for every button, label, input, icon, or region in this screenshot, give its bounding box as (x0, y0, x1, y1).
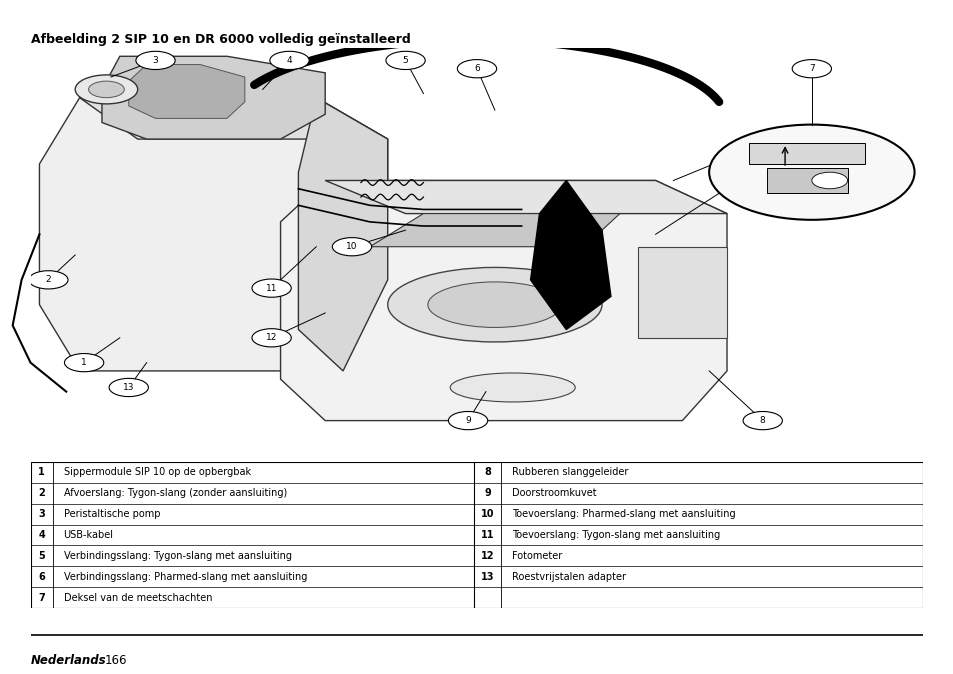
Ellipse shape (428, 282, 561, 328)
Circle shape (135, 51, 175, 69)
Text: Rubberen slanggeleider: Rubberen slanggeleider (512, 468, 627, 477)
Circle shape (89, 81, 124, 98)
Text: Nederlands: Nederlands (30, 654, 106, 667)
Text: 3: 3 (38, 509, 45, 519)
Polygon shape (39, 98, 387, 371)
Text: 166: 166 (105, 654, 127, 667)
Text: 9: 9 (465, 416, 471, 425)
Text: 6: 6 (474, 64, 479, 73)
Text: 4: 4 (286, 56, 292, 65)
Text: 8: 8 (760, 416, 765, 425)
Polygon shape (530, 181, 610, 330)
Polygon shape (129, 65, 245, 119)
Circle shape (448, 412, 487, 430)
Text: 2: 2 (46, 276, 51, 284)
Text: Verbindingsslang: Tygon-slang met aansluiting: Verbindingsslang: Tygon-slang met aanslu… (64, 551, 292, 561)
Text: Verbindingsslang: Pharmed-slang met aansluiting: Verbindingsslang: Pharmed-slang met aans… (64, 572, 307, 582)
Polygon shape (280, 181, 726, 421)
Circle shape (65, 354, 104, 372)
Circle shape (811, 172, 846, 189)
Text: 1: 1 (38, 468, 45, 477)
Text: Toevoerslang: Tygon-slang met aansluiting: Toevoerslang: Tygon-slang met aansluitin… (512, 530, 720, 540)
Text: 11: 11 (480, 530, 494, 540)
Circle shape (75, 75, 137, 104)
Polygon shape (370, 214, 619, 247)
Circle shape (252, 279, 291, 297)
Circle shape (252, 329, 291, 347)
Text: Sippermodule SIP 10 op de opbergbak: Sippermodule SIP 10 op de opbergbak (64, 468, 251, 477)
Circle shape (109, 378, 149, 396)
Circle shape (708, 125, 914, 220)
Polygon shape (637, 247, 726, 338)
Circle shape (742, 412, 781, 430)
Text: 5: 5 (38, 551, 45, 561)
Text: 5: 5 (402, 56, 408, 65)
Text: Toevoerslang: Pharmed-slang met aansluiting: Toevoerslang: Pharmed-slang met aansluit… (512, 509, 735, 519)
Text: 11: 11 (266, 284, 277, 293)
Circle shape (791, 59, 831, 78)
Polygon shape (325, 181, 726, 214)
Text: 10: 10 (480, 509, 494, 519)
Text: 7: 7 (38, 592, 45, 603)
Text: Deksel van de meetschachten: Deksel van de meetschachten (64, 592, 212, 603)
Text: 10: 10 (346, 242, 357, 251)
Text: 13: 13 (480, 572, 494, 582)
Ellipse shape (450, 373, 575, 402)
Text: Roestvrijstalen adapter: Roestvrijstalen adapter (512, 572, 625, 582)
Text: 12: 12 (266, 334, 277, 342)
Text: 4: 4 (38, 530, 45, 540)
Polygon shape (298, 98, 387, 371)
Circle shape (456, 59, 497, 78)
Polygon shape (102, 57, 325, 139)
Text: Peristaltische pomp: Peristaltische pomp (64, 509, 160, 519)
Text: 1: 1 (81, 358, 87, 367)
Bar (748, 143, 864, 164)
Text: Afvoerslang: Tygon-slang (zonder aansluiting): Afvoerslang: Tygon-slang (zonder aanslui… (64, 488, 287, 498)
Text: Afbeelding 2 SIP 10 en DR 6000 volledig geïnstalleerd: Afbeelding 2 SIP 10 en DR 6000 volledig … (30, 33, 410, 46)
Text: 12: 12 (480, 551, 494, 561)
Text: USB-kabel: USB-kabel (64, 530, 113, 540)
Circle shape (386, 51, 425, 69)
Circle shape (29, 271, 68, 289)
Text: 2: 2 (38, 488, 45, 498)
Polygon shape (79, 98, 387, 139)
Text: 13: 13 (123, 383, 134, 392)
Text: Doorstroomkuvet: Doorstroomkuvet (512, 488, 596, 498)
Circle shape (332, 238, 372, 256)
Text: 8: 8 (484, 468, 491, 477)
Circle shape (270, 51, 309, 69)
Text: 7: 7 (808, 64, 814, 73)
Text: Fotometer: Fotometer (512, 551, 561, 561)
Ellipse shape (387, 268, 601, 342)
Text: 9: 9 (484, 488, 491, 498)
Text: 3: 3 (152, 56, 158, 65)
Text: 6: 6 (38, 572, 45, 582)
Bar (766, 168, 846, 193)
